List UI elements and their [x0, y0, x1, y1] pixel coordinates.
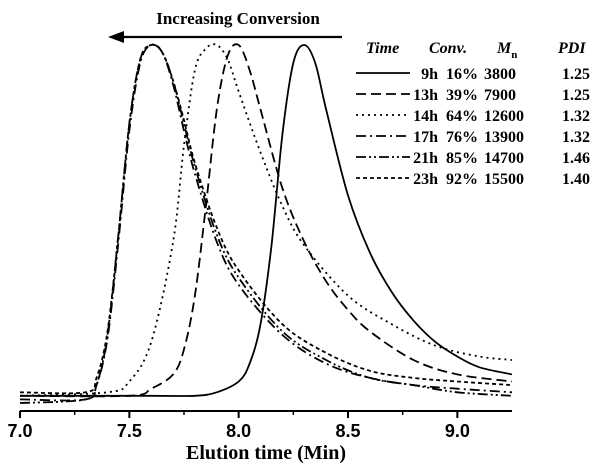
- legend-pdi-17h: 1.32: [562, 129, 590, 146]
- legend-mn-23h: 15500: [484, 171, 524, 188]
- legend-mn-21h: 14700: [484, 150, 524, 167]
- legend-conv-21h: 85%: [446, 150, 478, 167]
- x-tick-label: 7.0: [7, 421, 32, 441]
- legend-time-13h: 13h: [413, 87, 438, 104]
- legend-rows: 9h 16% 3800 1.25 13h 39% 7900 1.25 14h 64% 12600 1.…: [356, 66, 590, 188]
- series-line-21h: [19, 43, 513, 404]
- legend-pdi-21h: 1.46: [562, 150, 590, 167]
- series-line-13h: [19, 43, 513, 398]
- legend-header-time: Time: [366, 40, 399, 57]
- legend-mn-14h: 12600: [484, 108, 524, 125]
- legend-pdi-14h: 1.32: [562, 108, 590, 125]
- x-axis-label: Elution time (Min): [186, 442, 346, 464]
- legend-time-21h: 21h: [413, 150, 438, 167]
- arrow-left-icon: [108, 31, 124, 43]
- legend-conv-9h: 16%: [446, 66, 478, 83]
- series-line-9h: [19, 44, 513, 397]
- legend-header-mn-main: M: [496, 40, 512, 57]
- annotation-label: Increasing Conversion: [156, 9, 320, 28]
- series-line-14h: [19, 43, 513, 397]
- series-line-17h: [19, 43, 513, 402]
- plot-area: [20, 12, 512, 411]
- legend-time-23h: 23h: [413, 171, 438, 188]
- legend-conv-23h: 92%: [446, 171, 478, 188]
- series-line-23h: [19, 43, 513, 395]
- legend: Time Conv. Mn PDI 9h 16% 3800 1.25 13h 39% 790…: [356, 40, 590, 188]
- legend-mn-9h: 3800: [484, 66, 516, 83]
- x-tick-label: 8.0: [226, 421, 251, 441]
- legend-pdi-13h: 1.25: [562, 87, 590, 104]
- legend-header-mn-sub: n: [511, 49, 517, 61]
- conversion-annotation: Increasing Conversion: [108, 9, 342, 43]
- legend-conv-17h: 76%: [446, 129, 478, 146]
- legend-conv-13h: 39%: [446, 87, 478, 104]
- x-ticks: 7.0 7.5 8.0 8.5 9.0: [7, 411, 470, 441]
- legend-time-17h: 17h: [413, 129, 438, 146]
- legend-mn-17h: 13900: [484, 129, 524, 146]
- legend-header-conv: Conv.: [429, 40, 467, 57]
- legend-conv-14h: 64%: [446, 108, 478, 125]
- legend-mn-13h: 7900: [484, 87, 516, 104]
- legend-header-pdi: PDI: [557, 40, 586, 57]
- legend-pdi-23h: 1.40: [562, 171, 590, 188]
- legend-time-14h: 14h: [413, 108, 438, 125]
- x-tick-label: 9.0: [445, 421, 470, 441]
- legend-header-mn: Mn: [496, 40, 517, 61]
- legend-time-9h: 9h: [421, 66, 438, 83]
- curves-group: [19, 43, 513, 404]
- legend-pdi-9h: 1.25: [562, 66, 590, 83]
- x-tick-label: 7.5: [117, 421, 142, 441]
- x-tick-label: 8.5: [335, 421, 360, 441]
